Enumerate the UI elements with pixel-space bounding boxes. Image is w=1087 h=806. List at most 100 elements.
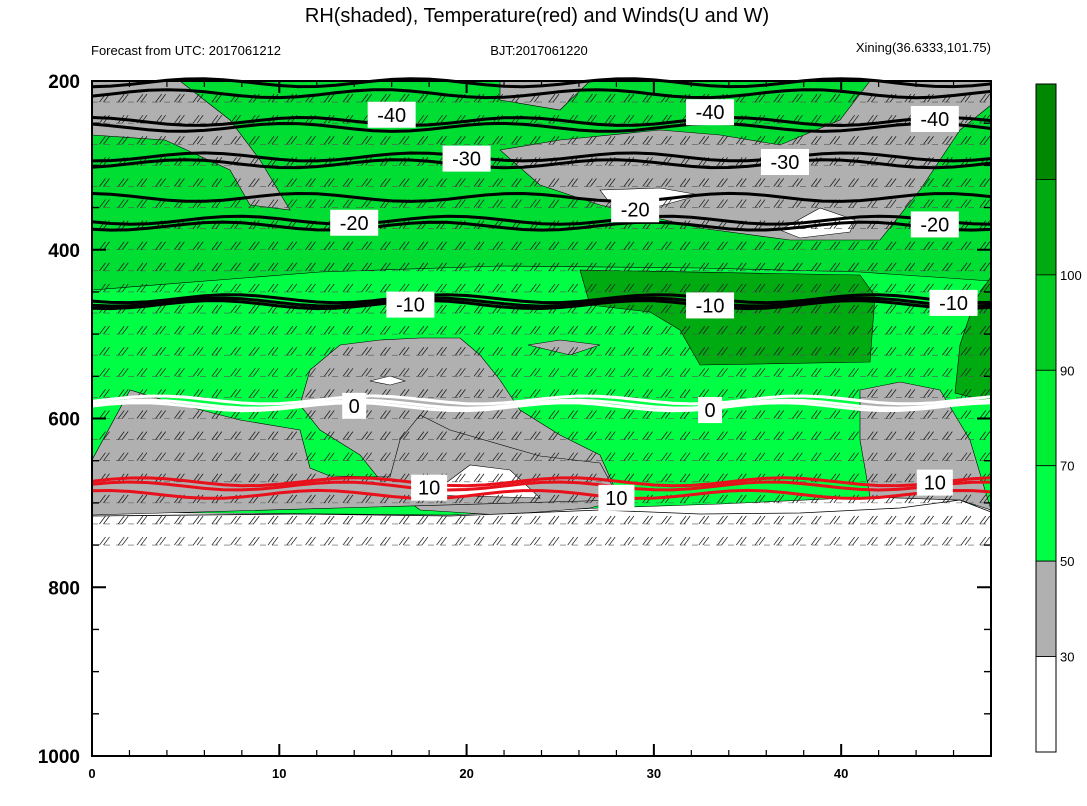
wind-barb [155, 93, 166, 103]
wind-barb [136, 262, 148, 272]
wind-barb [136, 368, 148, 377]
wind-barb [792, 536, 803, 546]
wind-barb [473, 262, 485, 272]
wind-barb [661, 473, 672, 483]
wind-barb [249, 304, 260, 314]
wind-barb [286, 346, 298, 356]
temperature-contour [91, 488, 992, 500]
wind-barb [810, 93, 822, 103]
wind-barb [848, 241, 859, 250]
wind-barb [904, 536, 916, 546]
wind-barb [829, 241, 841, 250]
colorbar-swatch [1035, 369, 1057, 467]
wind-barb [136, 431, 148, 440]
wind-barb [361, 515, 373, 525]
wind-barb [436, 410, 447, 419]
wind-barb [99, 262, 110, 272]
wind-barb [211, 389, 223, 398]
wind-barb [661, 431, 672, 440]
wind-barb [473, 325, 485, 335]
wind-barb [211, 178, 223, 187]
contour-label-box [929, 289, 978, 316]
wind-barb [136, 452, 148, 461]
wind-barb [792, 178, 803, 187]
wind-barb [155, 515, 166, 525]
wind-barb [810, 114, 822, 124]
wind-barb [136, 346, 148, 356]
wind-barb [99, 241, 110, 250]
wind-barb [436, 283, 447, 293]
wind-barb [211, 325, 223, 335]
wind-barb [342, 494, 354, 504]
wind-barb [174, 93, 185, 103]
wind-barb [136, 178, 148, 187]
wind-barb [192, 431, 204, 440]
wind-barb [155, 410, 166, 419]
wind-barb [679, 368, 691, 377]
wind-barb [661, 536, 672, 546]
wind-barb [810, 283, 822, 293]
wind-barb [361, 93, 373, 103]
wind-barb [923, 346, 934, 356]
wind-barb [735, 410, 747, 419]
wind-barb [417, 283, 429, 293]
wind-barb [192, 93, 204, 103]
wind-barb [398, 452, 410, 461]
wind-barb [286, 494, 298, 504]
wind-barb [735, 199, 747, 208]
wind-barb [174, 452, 185, 461]
wind-barb [211, 410, 223, 419]
wind-barb [529, 368, 541, 377]
wind-barb [979, 515, 991, 525]
wind-barb [848, 262, 859, 272]
wind-barb [305, 452, 316, 461]
wind-barb [136, 283, 148, 293]
wind-barb [642, 325, 653, 335]
wind-barb [117, 389, 129, 398]
wind-barb [904, 515, 916, 525]
wind-barb [567, 515, 579, 525]
wind-barb [267, 473, 279, 483]
wind-barb [885, 283, 897, 293]
wind-barb [979, 536, 991, 546]
wind-barb [99, 136, 110, 145]
wind-barb [249, 178, 260, 187]
x-tick-label: 0 [88, 766, 95, 781]
wind-barb [586, 93, 597, 103]
rh-fill-below-ground [92, 499, 991, 756]
wind-barb [211, 431, 223, 440]
wind-barb [642, 304, 653, 314]
wind-barb [848, 346, 859, 356]
wind-barb [829, 515, 841, 525]
wind-barb [829, 325, 841, 335]
wind-barb [155, 536, 166, 546]
wind-barb [810, 241, 822, 250]
wind-barb [661, 325, 672, 335]
wind-barb [380, 368, 391, 377]
wind-barb [529, 452, 541, 461]
wind-barb [548, 389, 560, 398]
contour-labels: -40 -40 -40 -30 -30 -20 -20 -20 -10 -10 -10 0 0 10 10 1… [330, 99, 978, 511]
wind-barb [679, 473, 691, 483]
wind-barb [174, 283, 185, 293]
wind-barb [792, 452, 803, 461]
wind-barb [548, 199, 560, 208]
wind-barb [230, 304, 241, 314]
wind-barb [941, 178, 953, 187]
wind-barb [117, 410, 129, 419]
wind-barb [586, 346, 597, 356]
contour-label-box [686, 99, 735, 126]
wind-barb [867, 346, 878, 356]
wind-barb [960, 368, 972, 377]
wind-barb [342, 199, 354, 208]
wind-barb [473, 473, 485, 483]
wind-barb [623, 389, 635, 398]
wind-barb [773, 262, 785, 272]
wind-barb [455, 178, 466, 187]
wind-barb [923, 368, 934, 377]
wind-barb [735, 368, 747, 377]
wind-barb [455, 346, 466, 356]
wind-barb [679, 536, 691, 546]
wind-barb [473, 283, 485, 293]
wind-barb [586, 304, 597, 314]
